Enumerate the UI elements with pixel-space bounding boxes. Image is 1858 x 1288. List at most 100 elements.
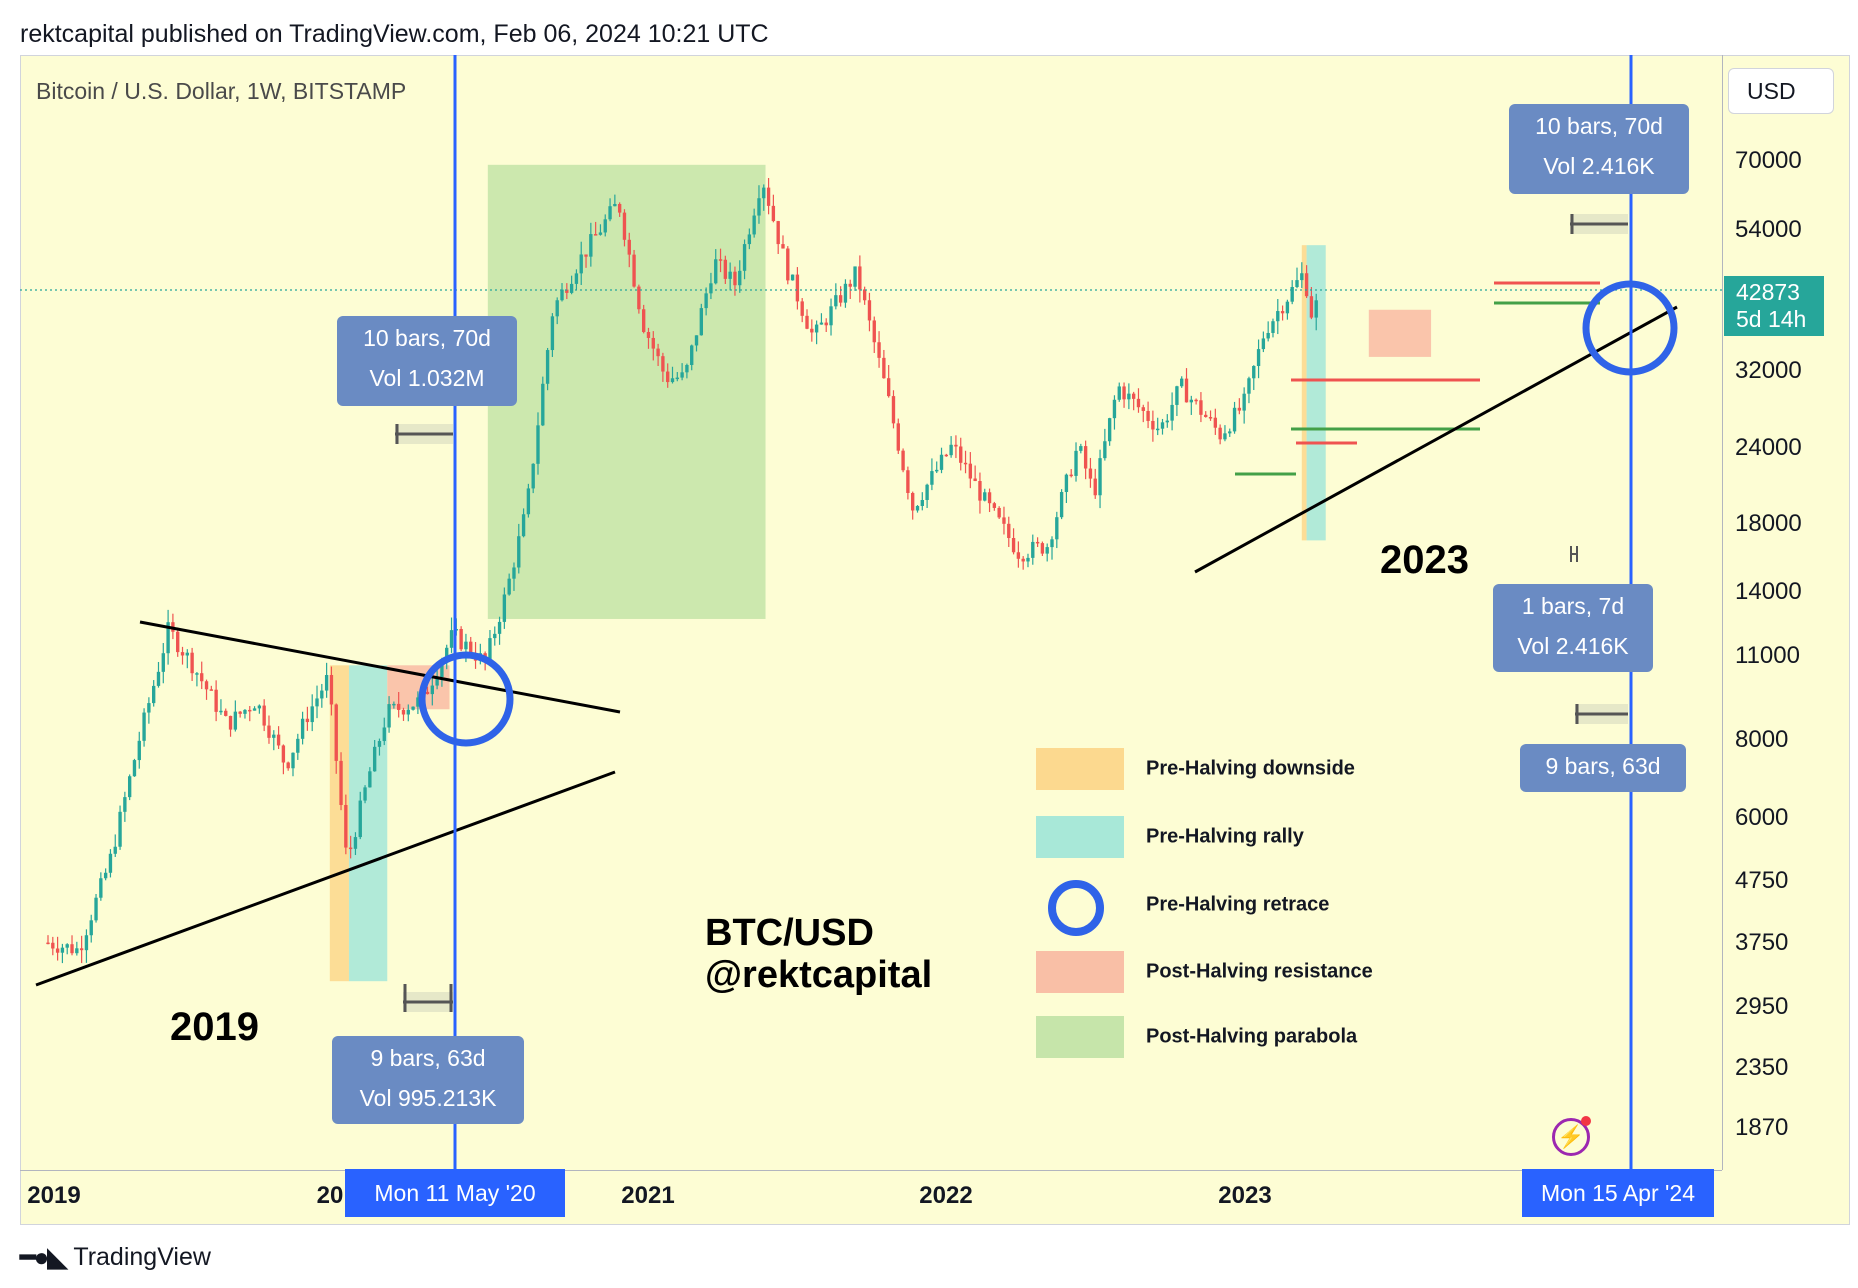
candle (862, 286, 867, 305)
candle (1218, 424, 1222, 445)
candle (521, 508, 526, 538)
candle (416, 691, 420, 715)
candle (1074, 442, 1078, 482)
candle (286, 761, 290, 771)
candle (1252, 365, 1256, 391)
candle (401, 707, 406, 721)
candle (142, 708, 146, 747)
candle (449, 617, 454, 653)
pair-label: BTC/USD (705, 912, 874, 954)
legend-swatch (1036, 1016, 1124, 1058)
candle (1050, 536, 1054, 560)
candle (848, 279, 852, 299)
candle (132, 758, 137, 777)
candle (1117, 382, 1121, 402)
candle (1276, 299, 1280, 335)
candle (1040, 541, 1045, 556)
candle (762, 184, 766, 211)
candle (1280, 305, 1285, 321)
price-tick-label: 32000 (1735, 357, 1802, 384)
callout-bars: 10 bars, 70d (1535, 113, 1663, 139)
candle (430, 675, 434, 706)
candle (747, 228, 752, 250)
zone-pre-halving-downside-4 (1301, 245, 1307, 541)
price-tick-label: 70000 (1735, 147, 1802, 174)
candle (51, 936, 55, 956)
trendline-2023-support (1194, 305, 1678, 574)
candle (1035, 537, 1040, 547)
candle (1232, 401, 1237, 434)
candle (281, 744, 286, 775)
candle (752, 208, 756, 238)
range-marker-1 (395, 424, 453, 444)
measure-callout-2: 9 bars, 63d Vol 995.213K (332, 1036, 524, 1124)
candle (171, 613, 175, 640)
candle (627, 232, 631, 268)
candle (363, 785, 367, 804)
current-price-label: 42873 5d 14h (1724, 276, 1824, 336)
candle (334, 703, 338, 774)
candle (1271, 318, 1275, 338)
candle (786, 246, 790, 285)
candle (911, 491, 915, 520)
currency-button[interactable]: USD (1728, 68, 1834, 114)
candle (70, 935, 74, 956)
candle (228, 715, 233, 737)
candle (387, 696, 391, 733)
candle (1093, 468, 1097, 499)
candle (118, 805, 122, 850)
candle (1261, 331, 1266, 353)
candle (598, 224, 603, 236)
candle (574, 269, 579, 290)
candle (517, 523, 521, 574)
candle (276, 726, 281, 750)
candle (867, 292, 872, 332)
current-price-value: 42873 (1736, 279, 1800, 305)
candle (555, 297, 559, 325)
time-axis[interactable] (20, 1170, 1722, 1226)
price-tick-label: 8000 (1735, 726, 1789, 753)
candle (742, 239, 747, 280)
candle (1098, 449, 1102, 509)
candle (661, 352, 665, 382)
candle (1314, 293, 1318, 331)
candle (1045, 543, 1049, 562)
callout-volume: Vol 1.032M (369, 365, 485, 391)
price-axis[interactable] (1722, 55, 1851, 1170)
time-tick-label: 2021 (621, 1182, 675, 1209)
candle (589, 222, 593, 267)
candle (795, 267, 800, 310)
halving-date-flag-2020: Mon 11 May '20 (345, 1169, 565, 1217)
candle (896, 418, 900, 454)
candle (733, 266, 737, 296)
candle (641, 304, 646, 334)
candle (108, 849, 113, 878)
candle (1026, 553, 1030, 568)
candle (901, 448, 905, 473)
callout-bars: 1 bars, 7d (1521, 593, 1625, 619)
candle (805, 309, 809, 330)
candle (497, 616, 502, 645)
candle (1007, 516, 1011, 548)
candle (651, 331, 655, 361)
candle (882, 349, 886, 379)
callout-bars: 9 bars, 63d (1545, 753, 1661, 779)
candle (1136, 388, 1141, 413)
measure-callout-4: 1 bars, 7d Vol 2.416K (1493, 584, 1653, 672)
candle (1127, 383, 1131, 410)
candle (344, 794, 348, 855)
candle (983, 488, 987, 502)
candle (1141, 404, 1145, 423)
price-tick-label: 11000 (1735, 642, 1800, 669)
candle (963, 450, 968, 474)
candle (507, 573, 511, 596)
candle (728, 262, 732, 291)
callout-volume: Vol 995.213K (359, 1085, 497, 1111)
candle (968, 452, 973, 489)
candle (843, 279, 848, 308)
candle (1059, 489, 1064, 520)
candle (536, 412, 540, 475)
lightning-icon[interactable]: ⚡ (1552, 1118, 1590, 1156)
candle (935, 461, 939, 474)
trendline-2019-lower (35, 770, 616, 987)
